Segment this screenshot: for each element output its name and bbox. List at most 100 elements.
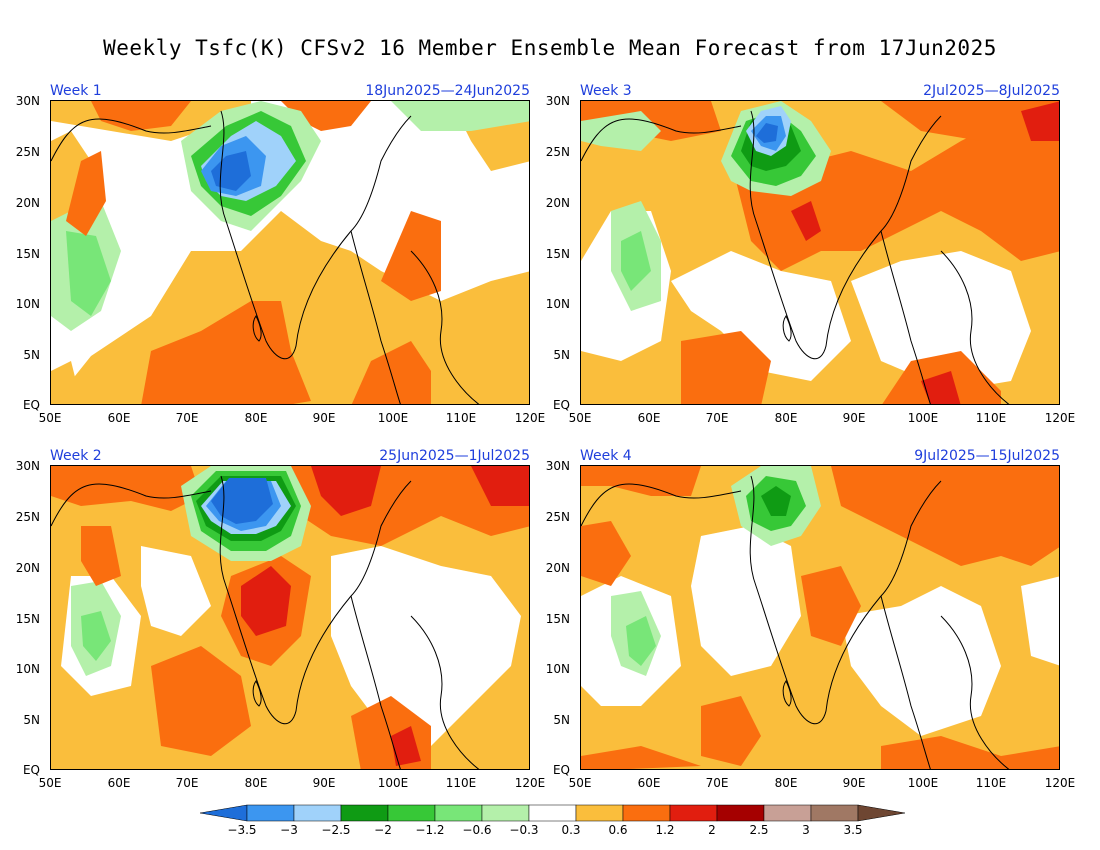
lon-tick: 110E <box>975 411 1007 425</box>
lon-tick: 50E <box>38 776 62 790</box>
lon-tick: 80E <box>244 411 268 425</box>
temperature-anomaly-map <box>581 101 1059 404</box>
lat-tick: 25N <box>545 145 570 159</box>
colorbar-swatch <box>810 804 859 822</box>
lon-tick: 90E <box>312 776 336 790</box>
colorbar-label: 0.3 <box>561 823 581 837</box>
lon-tick: 110E <box>445 411 477 425</box>
colorbar-swatch <box>387 804 436 822</box>
colorbar-swatch <box>246 804 295 822</box>
panel-week-label: Week 1 <box>50 83 102 99</box>
lon-tick: 100E <box>907 411 939 425</box>
lat-tick: EQ <box>22 763 40 777</box>
lat-tick: 25N <box>545 510 570 524</box>
temperature-anomaly-map <box>581 466 1059 769</box>
lat-tick: 30N <box>15 459 40 473</box>
colorbar-label: −2.5 <box>321 823 351 837</box>
lat-tick: 10N <box>15 662 40 676</box>
lat-tick: 15N <box>545 247 570 261</box>
lat-tick: 5N <box>553 713 570 727</box>
panel-date-range: 2Jul2025—8Jul2025 <box>923 83 1060 99</box>
lon-tick: 70E <box>705 411 729 425</box>
lon-tick: 90E <box>312 411 336 425</box>
colorbar-swatch <box>857 804 906 822</box>
colorbar-swatch <box>528 804 577 822</box>
panel-week-label: Week 2 <box>50 448 102 464</box>
colorbar-swatch <box>575 804 624 822</box>
lat-tick: 5N <box>23 348 40 362</box>
lat-tick: 5N <box>553 348 570 362</box>
colorbar-label: −3 <box>280 823 298 837</box>
lon-tick: 90E <box>842 776 866 790</box>
lon-tick: 50E <box>568 411 592 425</box>
colorbar-label: 1.2 <box>655 823 675 837</box>
lon-tick: 70E <box>705 776 729 790</box>
map-panel-week4 <box>580 465 1060 770</box>
lat-tick: 15N <box>15 612 40 626</box>
lat-tick: 15N <box>15 247 40 261</box>
lat-tick: 20N <box>545 561 570 575</box>
lon-tick: 60E <box>107 411 131 425</box>
colorbar-label: 2 <box>708 823 716 837</box>
colorbar-label: −3.5 <box>227 823 257 837</box>
lon-tick: 60E <box>637 776 661 790</box>
lat-tick: 25N <box>15 145 40 159</box>
panel-week-label: Week 4 <box>580 448 632 464</box>
map-panel-week1 <box>50 100 530 405</box>
lat-tick: 10N <box>545 297 570 311</box>
lat-tick: 20N <box>15 561 40 575</box>
lon-tick: 100E <box>377 776 409 790</box>
colorbar-label: −2 <box>374 823 392 837</box>
colorbar-label: −1.2 <box>415 823 445 837</box>
temperature-anomaly-map <box>51 101 529 404</box>
lat-tick: 15N <box>545 612 570 626</box>
lon-tick: 80E <box>244 776 268 790</box>
colorbar-swatch <box>434 804 483 822</box>
panel-date-range: 18Jun2025—24Jun2025 <box>365 83 530 99</box>
panel-week-label: Week 3 <box>580 83 632 99</box>
lat-tick: 20N <box>15 196 40 210</box>
colorbar-label: 3.5 <box>843 823 863 837</box>
colorbar-swatch <box>763 804 812 822</box>
lat-tick: EQ <box>552 398 570 412</box>
map-panel-week3 <box>580 100 1060 405</box>
lon-tick: 120E <box>1044 411 1076 425</box>
lon-tick: 120E <box>514 776 546 790</box>
colorbar-label: 2.5 <box>749 823 769 837</box>
colorbar-label: −0.6 <box>462 823 492 837</box>
lon-tick: 110E <box>445 776 477 790</box>
colorbar-label: −0.3 <box>509 823 539 837</box>
colorbar-swatch <box>622 804 671 822</box>
lat-tick: 5N <box>23 713 40 727</box>
lon-tick: 60E <box>107 776 131 790</box>
lat-tick: 20N <box>545 196 570 210</box>
lon-tick: 100E <box>377 411 409 425</box>
lon-tick: 120E <box>514 411 546 425</box>
lon-tick: 80E <box>774 776 798 790</box>
colorbar-swatch <box>293 804 342 822</box>
colorbar-swatch <box>200 804 248 822</box>
lat-tick: EQ <box>22 398 40 412</box>
panel-date-range: 25Jun2025—1Jul2025 <box>379 448 530 464</box>
colorbar-label: 0.6 <box>608 823 628 837</box>
lon-tick: 80E <box>774 411 798 425</box>
colorbar-swatch <box>481 804 530 822</box>
lon-tick: 50E <box>568 776 592 790</box>
lat-tick: 10N <box>15 297 40 311</box>
lon-tick: 70E <box>175 776 199 790</box>
lon-tick: 60E <box>637 411 661 425</box>
colorbar-swatch <box>669 804 718 822</box>
colorbar-label: 3 <box>802 823 810 837</box>
colorbar-swatch <box>716 804 765 822</box>
lat-tick: EQ <box>552 763 570 777</box>
page-title: Weekly Tsfc(K) CFSv2 16 Member Ensemble … <box>103 36 997 60</box>
lon-tick: 110E <box>975 776 1007 790</box>
lon-tick: 50E <box>38 411 62 425</box>
colorbar-swatch <box>340 804 389 822</box>
lon-tick: 90E <box>842 411 866 425</box>
temperature-anomaly-map <box>51 466 529 769</box>
panel-date-range: 9Jul2025—15Jul2025 <box>914 448 1060 464</box>
colorbar <box>200 804 906 822</box>
lat-tick: 30N <box>15 94 40 108</box>
lon-tick: 100E <box>907 776 939 790</box>
